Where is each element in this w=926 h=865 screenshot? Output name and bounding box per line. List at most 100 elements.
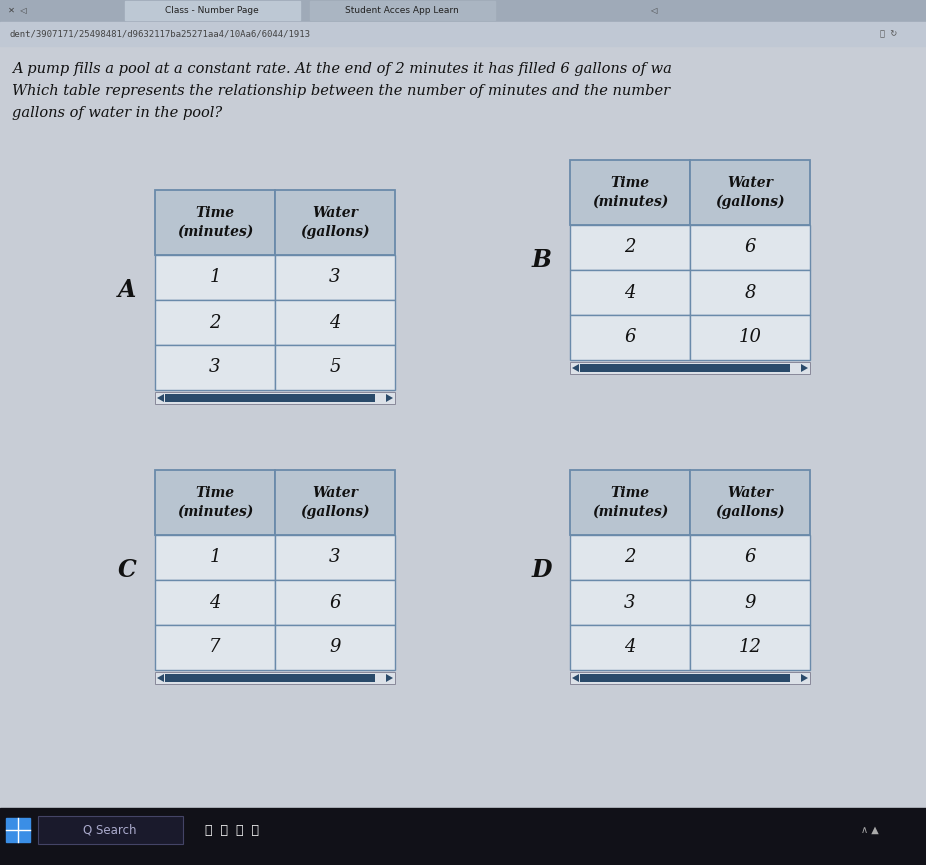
Text: 9: 9 <box>330 638 341 657</box>
Text: 6: 6 <box>745 239 756 257</box>
Polygon shape <box>386 674 393 682</box>
Bar <box>690 625 810 670</box>
Text: dent/3907171/25498481/d9632117ba25271aa4/10Aa6/6044/1913: dent/3907171/25498481/d9632117ba25271aa4… <box>10 29 311 39</box>
Bar <box>155 470 275 535</box>
Text: 6: 6 <box>624 329 636 347</box>
Polygon shape <box>386 394 393 402</box>
Bar <box>570 672 810 684</box>
Text: 6: 6 <box>330 593 341 612</box>
Text: 12: 12 <box>739 638 761 657</box>
Bar <box>38 816 183 844</box>
Bar <box>580 674 790 682</box>
Bar <box>155 535 275 580</box>
Bar <box>155 345 275 390</box>
Polygon shape <box>572 364 579 372</box>
Bar <box>570 270 690 315</box>
Text: D: D <box>532 558 552 582</box>
Text: 3: 3 <box>209 358 220 376</box>
Text: 3: 3 <box>330 268 341 286</box>
Text: A: A <box>118 278 136 302</box>
Text: 6: 6 <box>745 548 756 567</box>
Bar <box>570 580 690 625</box>
Polygon shape <box>801 364 808 372</box>
Text: Student Acces App Learn: Student Acces App Learn <box>345 6 459 15</box>
Bar <box>310 1 495 20</box>
Text: C: C <box>118 558 136 582</box>
Bar <box>570 160 690 225</box>
Polygon shape <box>572 674 579 682</box>
Bar <box>570 315 690 360</box>
Text: Time
(minutes): Time (minutes) <box>177 486 253 519</box>
Text: B: B <box>532 248 552 272</box>
Text: 2: 2 <box>209 313 220 331</box>
Text: 🔒  ↻: 🔒 ↻ <box>880 29 897 39</box>
Bar <box>570 535 690 580</box>
Text: Which table represents the relationship between the number of minutes and the nu: Which table represents the relationship … <box>12 84 670 98</box>
Bar <box>155 672 395 684</box>
Bar <box>275 535 395 580</box>
Bar <box>690 160 810 225</box>
Text: 🎵  📁  💻  🌐: 🎵 📁 💻 🌐 <box>205 823 259 836</box>
Text: 7: 7 <box>209 638 220 657</box>
Text: 5: 5 <box>330 358 341 376</box>
Bar <box>570 470 690 535</box>
Bar <box>275 345 395 390</box>
Bar <box>0 0 926 22</box>
Bar <box>690 315 810 360</box>
Text: Water
(gallons): Water (gallons) <box>715 486 785 519</box>
Bar <box>155 190 275 255</box>
Text: Water
(gallons): Water (gallons) <box>715 176 785 209</box>
Polygon shape <box>801 674 808 682</box>
Bar <box>690 470 810 535</box>
Bar <box>275 255 395 300</box>
Text: Class - Number Page: Class - Number Page <box>165 6 259 15</box>
Bar <box>690 270 810 315</box>
Bar <box>0 22 926 46</box>
Bar <box>155 392 395 404</box>
Text: A pump fills a pool at a constant rate. At the end of 2 minutes it has filled 6 : A pump fills a pool at a constant rate. … <box>12 62 672 76</box>
Bar <box>165 674 375 682</box>
Text: Time
(minutes): Time (minutes) <box>177 206 253 239</box>
Text: 1: 1 <box>209 548 220 567</box>
Bar <box>0 808 926 865</box>
Bar <box>275 625 395 670</box>
Text: gallons of water in the pool?: gallons of water in the pool? <box>12 106 222 120</box>
Bar <box>690 580 810 625</box>
Bar <box>275 190 395 255</box>
Text: Time
(minutes): Time (minutes) <box>592 176 669 208</box>
Text: 10: 10 <box>739 329 761 347</box>
Text: ✕  ◁: ✕ ◁ <box>8 7 27 16</box>
Bar <box>155 300 275 345</box>
Bar <box>155 625 275 670</box>
Text: ◁: ◁ <box>650 7 657 16</box>
Text: 4: 4 <box>624 638 636 657</box>
Bar <box>570 225 690 270</box>
Bar <box>275 300 395 345</box>
Bar <box>155 580 275 625</box>
Bar <box>165 394 375 402</box>
Bar <box>580 364 790 372</box>
Bar <box>6 818 30 842</box>
Text: 2: 2 <box>624 239 636 257</box>
Text: Time
(minutes): Time (minutes) <box>592 486 669 519</box>
Polygon shape <box>157 394 164 402</box>
Text: Water
(gallons): Water (gallons) <box>300 486 369 519</box>
Text: 3: 3 <box>330 548 341 567</box>
Text: 3: 3 <box>624 593 636 612</box>
Text: 4: 4 <box>330 313 341 331</box>
Text: 4: 4 <box>624 284 636 302</box>
Bar <box>155 255 275 300</box>
Bar <box>690 535 810 580</box>
Text: ∧ ▲: ∧ ▲ <box>861 825 879 835</box>
Text: 1: 1 <box>209 268 220 286</box>
Text: 2: 2 <box>624 548 636 567</box>
Bar <box>275 580 395 625</box>
Bar <box>570 625 690 670</box>
Bar <box>275 470 395 535</box>
Text: 4: 4 <box>209 593 220 612</box>
Text: 9: 9 <box>745 593 756 612</box>
Bar <box>125 1 300 20</box>
Text: Water
(gallons): Water (gallons) <box>300 206 369 239</box>
Text: 8: 8 <box>745 284 756 302</box>
Bar <box>690 225 810 270</box>
